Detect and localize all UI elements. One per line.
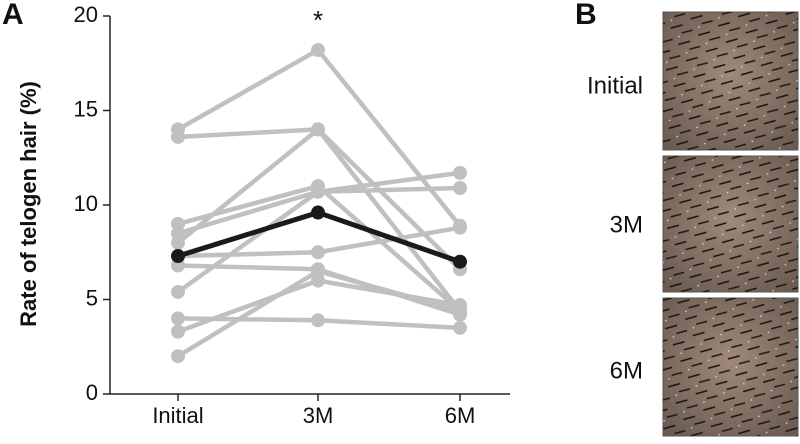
point bbox=[171, 284, 185, 299]
hair-texture bbox=[663, 298, 798, 436]
point bbox=[311, 122, 325, 137]
point bbox=[453, 303, 467, 318]
point bbox=[311, 43, 325, 58]
panel-label: B bbox=[575, 0, 597, 31]
point bbox=[171, 129, 185, 144]
point bbox=[171, 311, 185, 326]
point bbox=[311, 245, 325, 260]
point bbox=[171, 349, 185, 364]
row-label: 6M bbox=[610, 357, 643, 384]
point bbox=[171, 235, 185, 250]
point bbox=[311, 264, 325, 279]
point bbox=[171, 324, 185, 339]
x-tick-label: 3M bbox=[303, 403, 334, 428]
y-tick-label: 0 bbox=[86, 380, 98, 405]
hair-texture bbox=[663, 156, 798, 292]
row-label: 3M bbox=[610, 211, 643, 238]
point bbox=[453, 320, 467, 335]
point bbox=[171, 249, 185, 264]
point bbox=[453, 220, 467, 235]
point bbox=[311, 313, 325, 328]
y-tick-label: 5 bbox=[86, 285, 98, 310]
y-axis-label: Rate of telogen hair (%) bbox=[16, 81, 41, 327]
point bbox=[453, 254, 467, 269]
point bbox=[453, 180, 467, 195]
y-tick-label: 10 bbox=[74, 191, 98, 216]
point bbox=[453, 165, 467, 180]
point bbox=[311, 205, 325, 220]
row-label: Initial bbox=[587, 72, 643, 99]
x-tick-label: Initial bbox=[152, 403, 203, 428]
point bbox=[311, 184, 325, 199]
series-line bbox=[176, 47, 462, 228]
y-tick-label: 20 bbox=[74, 2, 98, 27]
panel-label: A bbox=[2, 0, 24, 31]
hair-images bbox=[662, 11, 799, 437]
x-tick-label: 6M bbox=[445, 403, 476, 428]
significance-star: * bbox=[313, 5, 323, 35]
y-tick-label: 15 bbox=[74, 96, 98, 121]
hair-texture bbox=[663, 12, 798, 150]
